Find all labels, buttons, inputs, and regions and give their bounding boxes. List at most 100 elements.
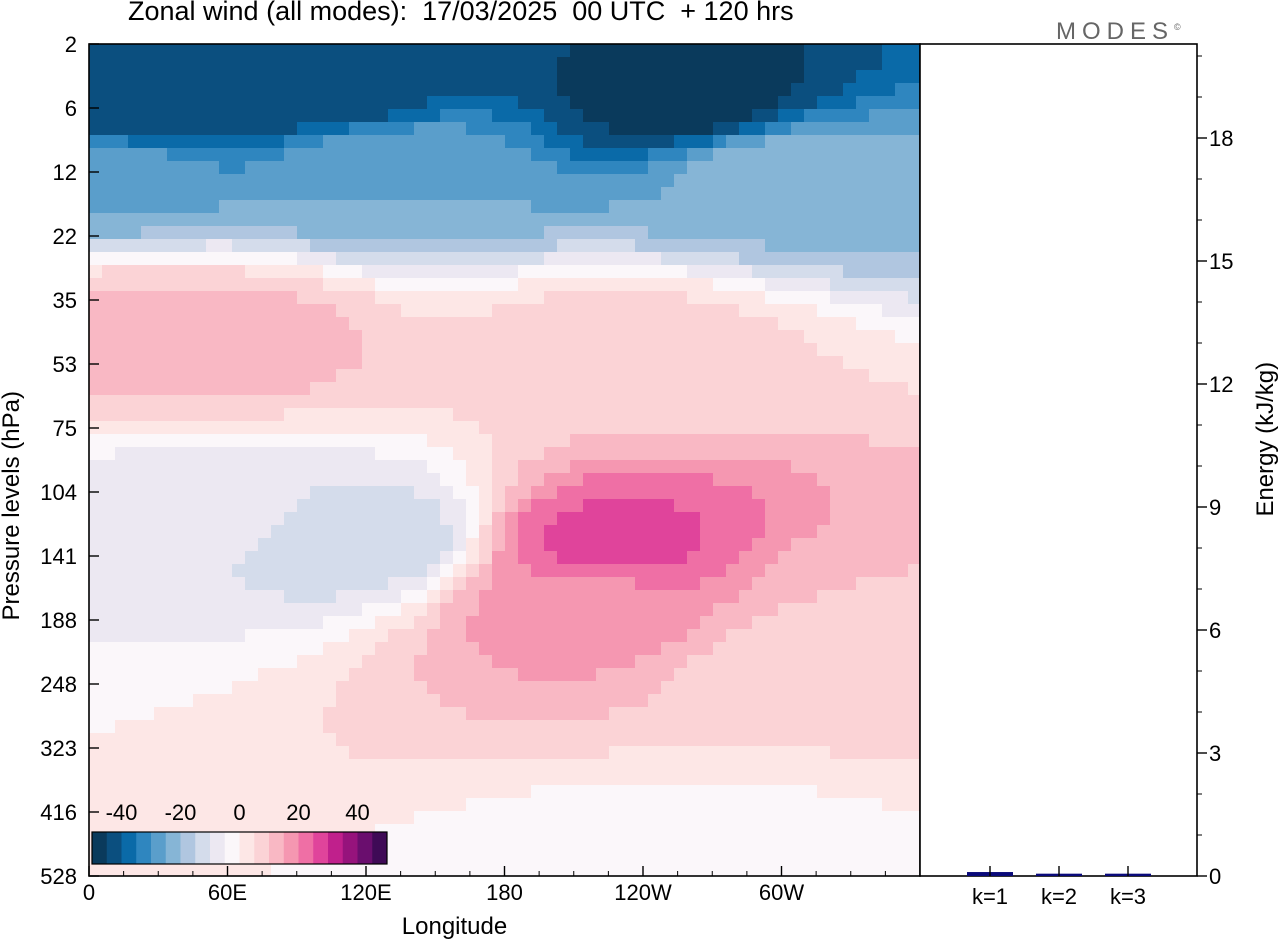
heatmap-cell	[895, 148, 909, 162]
heatmap-cell	[518, 863, 532, 876]
heatmap-cell	[375, 772, 389, 786]
heatmap-cell	[323, 694, 337, 708]
heatmap-cell	[323, 408, 337, 422]
heatmap-cell	[154, 252, 168, 266]
heatmap-cell	[219, 538, 233, 552]
heatmap-cell	[583, 655, 597, 669]
heatmap-cell	[375, 70, 389, 84]
heatmap-cell	[700, 70, 714, 84]
heatmap-cell	[804, 746, 818, 760]
heatmap-cell	[492, 538, 506, 552]
heatmap-cell	[89, 616, 103, 630]
heatmap-cell	[89, 733, 103, 747]
heatmap-cell	[505, 44, 519, 58]
heatmap-cell	[687, 239, 701, 253]
heatmap-cell	[609, 83, 623, 97]
heatmap-cell	[843, 824, 857, 838]
heatmap-cell	[128, 239, 142, 253]
heatmap-cell	[609, 252, 623, 266]
heatmap-cell	[466, 798, 480, 812]
heatmap-cell	[89, 434, 103, 448]
heatmap-cell	[596, 395, 610, 409]
heatmap-cell	[544, 291, 558, 305]
heatmap-cell	[167, 200, 181, 214]
heatmap-cell	[622, 447, 636, 461]
heatmap-cell	[544, 707, 558, 721]
heatmap-cell	[752, 122, 766, 136]
heatmap-cell	[89, 785, 103, 799]
heatmap-cell	[128, 863, 142, 876]
heatmap-cell	[596, 447, 610, 461]
heatmap-cell	[245, 681, 259, 695]
heatmap-cell	[908, 798, 920, 812]
heatmap-cell	[518, 447, 532, 461]
heatmap-cell	[622, 317, 636, 331]
heatmap-cell	[635, 317, 649, 331]
heatmap-cell	[648, 57, 662, 71]
heatmap-cell	[245, 798, 259, 812]
heatmap-cell	[804, 668, 818, 682]
heatmap-cell	[323, 317, 337, 331]
heatmap-cell	[557, 213, 571, 227]
heatmap-cell	[102, 278, 116, 292]
heatmap-cell	[271, 681, 285, 695]
heatmap-cell	[271, 759, 285, 773]
heatmap-cell	[583, 486, 597, 500]
heatmap-cell	[609, 369, 623, 383]
heatmap-cell	[895, 278, 909, 292]
heatmap-cell	[336, 811, 350, 825]
heatmap-cell	[544, 161, 558, 175]
heatmap-cell	[219, 317, 233, 331]
heatmap-cell	[726, 57, 740, 71]
heatmap-cell	[687, 863, 701, 876]
heatmap-cell	[375, 343, 389, 357]
heatmap-cell	[427, 356, 441, 370]
heatmap-cell	[674, 681, 688, 695]
heatmap-cell	[245, 434, 259, 448]
heatmap-cell	[232, 226, 246, 240]
heatmap-cell	[869, 109, 883, 123]
heatmap-cell	[453, 226, 467, 240]
heatmap-cell	[674, 187, 688, 201]
heatmap-cell	[401, 824, 415, 838]
heatmap-cell	[323, 148, 337, 162]
heatmap-cell	[518, 759, 532, 773]
heatmap-cell	[505, 512, 519, 526]
heatmap-cell	[297, 499, 311, 513]
heatmap-cell	[245, 655, 259, 669]
heatmap-cell	[245, 382, 259, 396]
heatmap-cell	[570, 499, 584, 513]
heatmap-cell	[804, 564, 818, 578]
heatmap-cell	[765, 200, 779, 214]
heatmap-cell	[466, 577, 480, 591]
heatmap-cell	[258, 356, 272, 370]
heatmap-cell	[752, 304, 766, 318]
heatmap-cell	[310, 759, 324, 773]
heatmap-cell	[804, 590, 818, 604]
heatmap-cell	[453, 707, 467, 721]
heatmap-cell	[778, 629, 792, 643]
heatmap-cell	[466, 44, 480, 58]
heatmap-cell	[661, 83, 675, 97]
heatmap-cell	[817, 252, 831, 266]
heatmap-cell	[492, 603, 506, 617]
heatmap-cell	[297, 96, 311, 110]
heatmap-cell	[271, 252, 285, 266]
heatmap-cell	[89, 473, 103, 487]
heatmap-cell	[440, 863, 454, 876]
heatmap-cell	[908, 200, 920, 214]
heatmap-cell	[310, 226, 324, 240]
heatmap-cell	[843, 863, 857, 876]
heatmap-cell	[518, 174, 532, 188]
heatmap-cell	[817, 564, 831, 578]
heatmap-cell	[700, 369, 714, 383]
heatmap-cell	[570, 564, 584, 578]
heatmap-cell	[401, 356, 415, 370]
heatmap-cell	[895, 135, 909, 149]
heatmap-cell	[115, 538, 129, 552]
heatmap-cell	[297, 44, 311, 58]
heatmap-cell	[453, 642, 467, 656]
heatmap-cell	[440, 525, 454, 539]
heatmap-cell	[115, 486, 129, 500]
heatmap-cell	[414, 135, 428, 149]
